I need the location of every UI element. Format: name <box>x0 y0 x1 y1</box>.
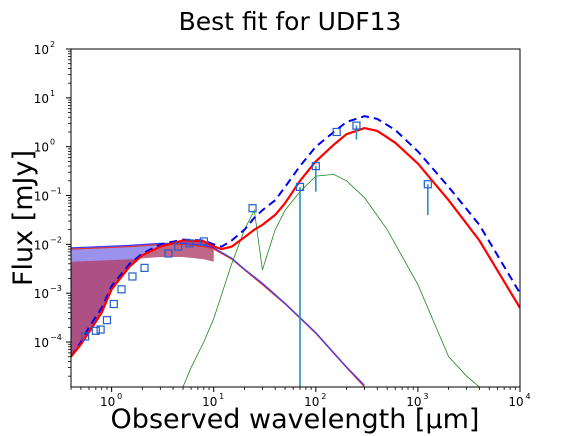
observation-marker <box>102 316 112 325</box>
observation-marker <box>117 285 126 294</box>
y-tick-label: 10 <box>34 43 49 57</box>
observation-marker <box>174 242 183 251</box>
stellar-young-line <box>71 242 365 386</box>
observation-marker <box>352 121 361 130</box>
observation-marker <box>81 332 90 341</box>
x-ticks: 10 0 10 1 10 2 10 3 10 4 <box>70 387 531 409</box>
observations <box>81 121 432 387</box>
y-tick-exponent: −2 <box>50 235 62 244</box>
observation-marker <box>96 325 105 334</box>
observation-marker <box>332 127 341 137</box>
y-tick-label: 10 <box>34 238 49 252</box>
observation-marker <box>248 204 257 213</box>
observation-marker <box>164 249 173 258</box>
x-tick-label: 10 <box>202 395 217 409</box>
x-tick-exponent: 1 <box>219 392 224 401</box>
x-tick-label: 10 <box>304 395 319 409</box>
y-tick-exponent: −3 <box>50 284 62 293</box>
observation-marker <box>423 180 432 189</box>
x-tick-label: 10 <box>406 395 421 409</box>
plot-area <box>71 115 520 387</box>
x-tick-exponent: 4 <box>525 392 530 401</box>
y-tick-exponent: 2 <box>50 40 55 49</box>
observation-marker <box>311 162 320 171</box>
y-tick-exponent: −4 <box>50 333 62 342</box>
x-tick-label: 10 <box>508 395 523 409</box>
series-lines <box>71 115 520 387</box>
observation-marker <box>199 237 208 246</box>
dust-line <box>182 173 480 387</box>
attenuated-fit-line <box>71 126 520 358</box>
x-tick-exponent: 0 <box>117 392 122 401</box>
filled-regions <box>71 240 214 357</box>
y-tick-exponent: −1 <box>50 187 62 196</box>
y-tick-label: 10 <box>34 190 49 204</box>
observation-marker <box>185 239 194 248</box>
y-tick-label: 10 <box>34 141 49 155</box>
y-tick-label: 10 <box>34 92 49 106</box>
observation-marker <box>109 299 118 309</box>
y-tick-exponent: 1 <box>50 89 55 98</box>
y-tick-exponent: 0 <box>50 138 55 147</box>
y-axis-label: Flux [mJy] <box>8 150 39 286</box>
x-axis-label: Observed wavelength [μm] <box>111 404 480 435</box>
chart-title: Best fit for UDF13 <box>179 7 402 36</box>
y-tick-label: 10 <box>34 336 49 350</box>
attenuated-fill <box>71 240 214 357</box>
observation-marker <box>140 263 149 272</box>
y-tick-label: 10 <box>34 287 49 301</box>
observation-marker <box>295 182 305 192</box>
intrinsic-fit-line <box>71 115 520 358</box>
axes-frame <box>70 48 521 388</box>
x-tick-exponent: 3 <box>423 392 428 401</box>
observation-marker <box>128 272 137 281</box>
observation-marker <box>91 326 100 335</box>
x-tick-label: 10 <box>100 395 115 409</box>
x-tick-exponent: 2 <box>321 392 326 401</box>
